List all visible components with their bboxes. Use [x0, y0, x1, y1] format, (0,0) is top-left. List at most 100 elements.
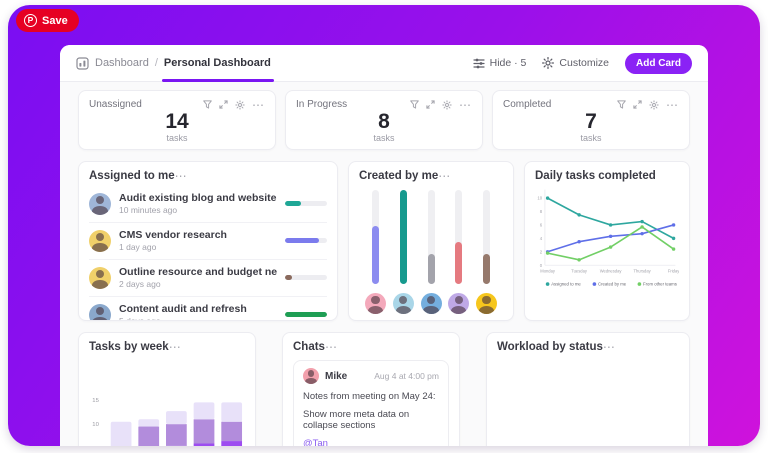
created-bars — [359, 190, 503, 314]
chat-mention-link[interactable]: @Tan — [303, 438, 328, 446]
dashboard-body: Unassigned ⋯ 14 tasks In Progress ⋯ 8 ta… — [60, 82, 708, 446]
chat-message[interactable]: Mike Aug 4 at 4:00 pm Notes from meeting… — [293, 360, 449, 446]
stat-card-title: Unassigned — [89, 99, 142, 110]
svg-text:4: 4 — [540, 236, 543, 241]
workload-bar[interactable] — [420, 190, 442, 314]
pinterest-save-button[interactable]: P Save — [16, 9, 79, 32]
filter-icon[interactable] — [410, 100, 419, 109]
gear-icon[interactable] — [235, 99, 245, 110]
breadcrumb-separator: / — [154, 57, 158, 69]
svg-text:6: 6 — [540, 223, 543, 228]
avatar — [420, 293, 442, 314]
gear-icon[interactable] — [442, 99, 452, 110]
stat-value: 8 — [378, 110, 390, 133]
task-title: Audit existing blog and website — [119, 192, 277, 204]
bar-track — [483, 190, 490, 284]
task-texts: Content audit and refresh 5 days ago — [119, 303, 277, 321]
sliders-icon — [473, 58, 485, 68]
stat-value: 7 — [585, 110, 597, 133]
task-progress-bar — [285, 312, 327, 317]
svg-text:10: 10 — [92, 422, 99, 428]
daily-tasks-line-chart: 0 2 4 6 8 10 Monday Tuesday Wednesday Thursday Fri… — [537, 189, 679, 287]
avatar — [448, 293, 470, 314]
chat-text-line: Notes from meeting on May 24: — [303, 391, 436, 402]
expand-icon[interactable] — [633, 100, 642, 109]
workload-bar[interactable] — [392, 190, 414, 314]
card-title: Daily tasks completed — [535, 170, 656, 182]
filter-icon[interactable] — [203, 100, 212, 109]
svg-text:From other teams: From other teams — [643, 282, 677, 287]
breadcrumb: Dashboard / Personal Dashboard — [76, 56, 271, 70]
ellipsis-menu-icon[interactable]: ⋯ — [324, 340, 338, 354]
task-texts: CMS vendor research 1 day ago — [119, 229, 277, 252]
svg-text:15: 15 — [92, 398, 99, 404]
bar-track — [399, 190, 407, 284]
dashboard-header: Dashboard / Personal Dashboard Hide · 5 — [60, 45, 708, 82]
stat-card-unassigned: Unassigned ⋯ 14 tasks — [78, 90, 276, 150]
stat-card-completed: Completed ⋯ 7 tasks — [492, 90, 690, 150]
customize-button[interactable]: Customize — [542, 57, 609, 69]
avatar — [89, 229, 111, 252]
expand-icon[interactable] — [426, 100, 435, 109]
card-title: Created by me — [359, 170, 439, 182]
svg-text:10: 10 — [537, 196, 542, 201]
svg-text:0: 0 — [540, 263, 543, 268]
ellipsis-menu-icon[interactable]: ⋯ — [459, 97, 472, 112]
ellipsis-menu-icon[interactable]: ⋯ — [252, 97, 265, 112]
dashboard-panel: Dashboard / Personal Dashboard Hide · 5 — [60, 45, 708, 446]
task-progress-bar — [285, 275, 327, 280]
ellipsis-menu-icon[interactable]: ⋯ — [602, 340, 616, 354]
task-row[interactable]: Content audit and refresh 5 days ago — [89, 296, 327, 321]
expand-icon[interactable] — [219, 100, 228, 109]
stat-card-toolbar: ⋯ — [410, 97, 472, 112]
gear-icon[interactable] — [649, 99, 659, 110]
task-title: Outline resource and budget needs — [119, 266, 277, 278]
svg-text:Created by me: Created by me — [598, 282, 627, 287]
stat-card-toolbar: ⋯ — [617, 97, 679, 112]
ellipsis-menu-icon[interactable]: ⋯ — [168, 340, 182, 354]
chat-text-line: Show more meta data on collapse sections — [303, 409, 410, 431]
task-progress-bar — [285, 201, 327, 206]
task-row[interactable]: Outline resource and budget needs2 days … — [89, 259, 327, 294]
hide-button[interactable]: Hide · 5 — [473, 57, 526, 69]
avatar — [476, 293, 497, 314]
workload-bar[interactable] — [448, 190, 470, 314]
task-timestamp: 5 days ago — [119, 316, 161, 321]
ellipsis-menu-icon[interactable]: ⋯ — [666, 97, 679, 112]
card-title: Chats — [293, 341, 325, 353]
chat-author: Mike — [325, 370, 348, 382]
avatar — [89, 303, 111, 320]
avatar — [303, 368, 319, 384]
middle-row: Assigned to me ⋯ Audit existing blog and… — [78, 161, 690, 321]
avatar — [365, 293, 386, 314]
ellipsis-menu-icon[interactable]: ⋯ — [438, 169, 452, 183]
add-card-button[interactable]: Add Card — [625, 52, 692, 74]
svg-text:8: 8 — [540, 209, 543, 214]
workload-bar[interactable] — [365, 190, 386, 314]
ellipsis-menu-icon[interactable]: ⋯ — [174, 169, 188, 183]
breadcrumb-current[interactable]: Personal Dashboard — [163, 57, 271, 69]
gradient-background: Dashboard / Personal Dashboard Hide · 5 — [8, 5, 760, 446]
created-by-me-card: Created by me ⋯ — [348, 161, 514, 321]
card-title: Tasks by week — [89, 341, 169, 353]
task-row[interactable]: CMS vendor research 1 day ago — [89, 222, 327, 257]
workload-bar[interactable] — [476, 190, 497, 314]
chat-timestamp: Aug 4 at 4:00 pm — [374, 371, 439, 381]
avatar — [89, 266, 111, 289]
task-timestamp: 10 minutes ago — [119, 205, 178, 215]
stat-value: 14 — [165, 110, 189, 133]
bar-track — [455, 190, 463, 284]
bar-track — [427, 190, 435, 284]
filter-icon[interactable] — [617, 100, 626, 109]
stat-unit: tasks — [166, 133, 188, 144]
line-chart: 0 2 4 6 8 10 Monday Tuesday Wednesday Thursday Fri… — [535, 186, 679, 292]
breadcrumb-root[interactable]: Dashboard — [95, 57, 149, 69]
stat-unit: tasks — [580, 133, 602, 144]
tasks-by-week-card: Tasks by week ⋯ 51015 — [78, 332, 256, 446]
stats-row: Unassigned ⋯ 14 tasks In Progress ⋯ 8 ta… — [78, 90, 690, 150]
task-title: Content audit and refresh — [119, 303, 247, 315]
active-tab-indicator — [162, 79, 274, 82]
stat-unit: tasks — [373, 133, 395, 144]
task-row[interactable]: Audit existing blog and website 10 minute… — [89, 186, 327, 220]
bar-track — [372, 190, 379, 284]
